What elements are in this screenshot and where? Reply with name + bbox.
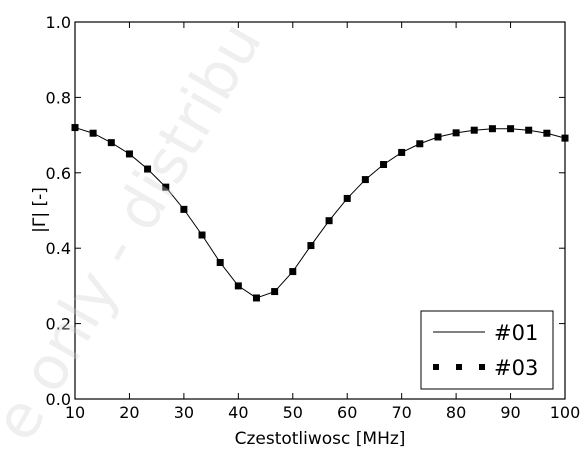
- series-2-marker: [398, 148, 406, 156]
- y-tick-label: 0.2: [46, 315, 71, 334]
- tick-labels: 10 20 30 40 50 60 70 80 90 100 0.0 0.2 0.4 0.6 0.8 1.0: [46, 13, 581, 422]
- series-2-marker: [107, 139, 115, 147]
- series-2-marker: [216, 259, 224, 267]
- series-2-marker: [452, 129, 460, 137]
- x-axis-label: Czestotliwosc [MHz]: [235, 429, 406, 449]
- series-2-marker: [361, 176, 369, 184]
- x-tick-label: 10: [65, 403, 85, 422]
- series-2-marker: [289, 268, 297, 276]
- series-2-marker: [162, 183, 170, 191]
- y-tick-label: 0.4: [46, 239, 71, 258]
- x-tick-label: 70: [391, 403, 411, 422]
- series-2-marker: [252, 294, 260, 302]
- legend: #01 #03: [420, 310, 554, 390]
- series-2-marker: [507, 125, 515, 133]
- series-2-marker: [307, 242, 315, 250]
- series-2-marker: [198, 231, 206, 239]
- series-line-1: [74, 127, 566, 299]
- x-tick-label: 30: [174, 403, 194, 422]
- y-tick-label: 0.6: [46, 164, 71, 183]
- x-tick-label: 60: [337, 403, 357, 422]
- series-2-marker: [525, 126, 533, 134]
- series-2-marker: [543, 129, 551, 137]
- series-2-marker: [343, 194, 351, 202]
- series-2-marker: [470, 126, 478, 134]
- series-2-marker: [144, 165, 152, 173]
- legend-box: [420, 310, 554, 390]
- plot-content: [71, 124, 569, 302]
- legend-label-series-1: #01: [494, 321, 538, 345]
- y-tick-label: 0.8: [46, 88, 71, 107]
- series-2-marker: [380, 161, 388, 169]
- y-tick-label: 1.0: [46, 13, 71, 32]
- x-tick-label: 20: [119, 403, 139, 422]
- series-2-marker: [125, 150, 133, 158]
- x-tick-label: 40: [228, 403, 248, 422]
- legend-label-series-2: #03: [494, 356, 538, 380]
- legend-marker-swatch: [433, 364, 439, 370]
- series-2-marker: [416, 140, 424, 148]
- y-axis-label: |Γ| [-]: [30, 187, 50, 233]
- axis-ticks: [74, 21, 566, 400]
- series-2-marker: [180, 205, 188, 213]
- series-2-marker: [234, 282, 242, 290]
- series-2-marker: [488, 125, 496, 133]
- x-tick-label: 50: [283, 403, 303, 422]
- series-2-marker: [325, 217, 333, 225]
- x-tick-label: 80: [446, 403, 466, 422]
- legend-marker-swatch: [456, 364, 462, 370]
- x-tick-label: 100: [550, 403, 581, 422]
- series-2-marker: [271, 288, 279, 296]
- x-tick-label: 90: [500, 403, 520, 422]
- series-2-marker: [434, 133, 442, 141]
- y-tick-label: 0.0: [46, 390, 71, 409]
- series-2-marker: [89, 129, 97, 137]
- legend-marker-swatch: [479, 364, 485, 370]
- plot-frame: [74, 21, 566, 400]
